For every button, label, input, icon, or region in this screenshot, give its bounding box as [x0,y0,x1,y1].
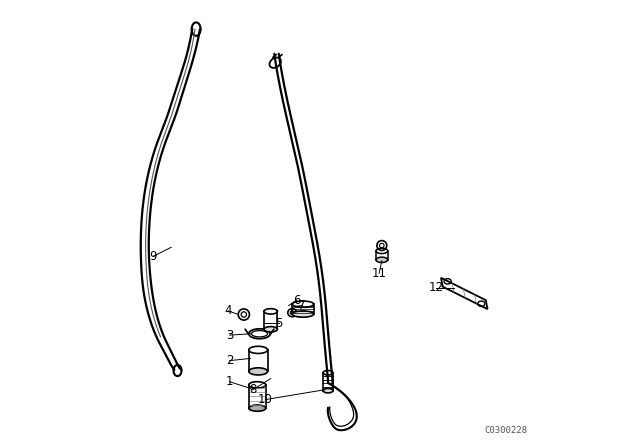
Text: 11: 11 [372,267,387,280]
Text: 7: 7 [298,299,306,312]
Text: 9: 9 [150,250,157,263]
Text: 10: 10 [258,393,273,406]
Ellipse shape [292,311,314,317]
Text: 2: 2 [226,354,233,367]
Ellipse shape [264,327,278,332]
Ellipse shape [323,388,333,393]
Ellipse shape [376,257,388,263]
Text: 4: 4 [225,304,232,318]
Text: 1: 1 [226,375,233,388]
Text: 12: 12 [429,281,444,294]
Ellipse shape [249,405,266,411]
Text: 5: 5 [275,317,282,330]
Text: 6: 6 [293,293,300,307]
Text: 3: 3 [226,328,233,342]
Ellipse shape [249,368,268,375]
Text: C0300228: C0300228 [484,426,527,435]
Text: 8: 8 [249,383,257,396]
